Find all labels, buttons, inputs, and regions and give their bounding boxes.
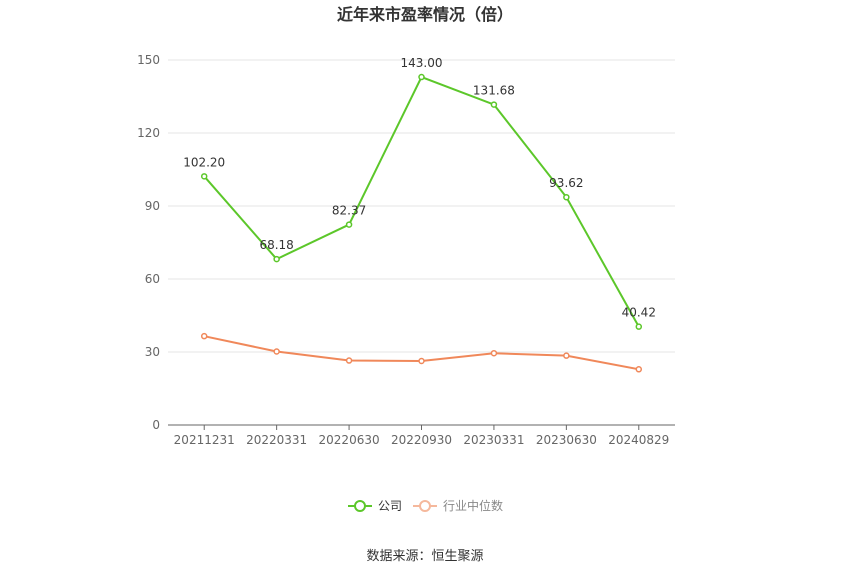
data-label: 131.68 xyxy=(473,84,515,98)
x-tick-label: 20240829 xyxy=(608,433,669,447)
grid xyxy=(168,59,675,353)
data-point[interactable] xyxy=(635,323,643,330)
x-tick-label: 20230331 xyxy=(463,433,524,447)
data-point[interactable] xyxy=(418,73,425,81)
data-point[interactable] xyxy=(200,173,208,180)
legend-item-1[interactable]: 行业中位数 xyxy=(413,498,503,513)
x-tick-label: 20220930 xyxy=(391,433,452,447)
series-line xyxy=(204,335,639,371)
legend-label: 行业中位数 xyxy=(443,498,503,513)
data-point[interactable] xyxy=(490,349,498,357)
chart-title: 近年来市盈率情况（倍） xyxy=(337,5,513,24)
legend-item-0[interactable]: 公司 xyxy=(348,499,402,513)
legend-label: 公司 xyxy=(378,499,402,513)
data-point[interactable] xyxy=(563,352,570,359)
data-point[interactable] xyxy=(273,255,280,263)
x-axis: 20211231 20220331 20220630 20220930 20230331… xyxy=(168,424,675,447)
data-point[interactable] xyxy=(490,101,498,108)
series-1 xyxy=(200,332,643,373)
data-point[interactable] xyxy=(273,348,280,355)
y-tick-label: 60 xyxy=(145,272,160,286)
data-point[interactable] xyxy=(345,357,353,364)
data-point[interactable] xyxy=(418,357,425,365)
x-tick-label: 20220331 xyxy=(246,433,307,447)
data-label: 82.37 xyxy=(332,204,366,218)
y-axis: 0 30 60 90 120 150 xyxy=(137,53,160,432)
y-tick-label: 120 xyxy=(137,126,160,140)
data-point[interactable] xyxy=(345,221,353,228)
y-tick-label: 30 xyxy=(145,345,160,359)
source-note: 数据来源：恒生聚源 xyxy=(366,549,483,564)
data-label: 93.62 xyxy=(549,176,583,190)
series-group: 102.20 68.18 82.37 143.00 131.68 93.62 40.42 xyxy=(183,56,656,373)
x-tick-label: 20220630 xyxy=(319,433,380,447)
legend-marker-icon xyxy=(354,500,366,512)
data-label: 102.20 xyxy=(183,155,225,169)
x-tick-label: 20230630 xyxy=(536,433,597,447)
data-point[interactable] xyxy=(563,193,570,201)
series-line xyxy=(203,75,640,328)
y-tick-label: 90 xyxy=(145,199,160,213)
series-0: 102.20 68.18 82.37 143.00 131.68 93.62 40.42 xyxy=(183,56,656,330)
x-tick-label: 20211231 xyxy=(174,433,235,447)
y-tick-label: 0 xyxy=(152,418,160,432)
data-label: 40.42 xyxy=(622,306,656,320)
data-label: 68.18 xyxy=(259,238,293,252)
y-tick-label: 150 xyxy=(137,53,160,67)
data-point[interactable] xyxy=(635,366,643,373)
legend-marker-icon xyxy=(419,500,431,512)
legend[interactable]: 公司 行业中位数 xyxy=(348,498,503,513)
data-point[interactable] xyxy=(200,332,208,340)
data-label: 143.00 xyxy=(401,56,443,70)
